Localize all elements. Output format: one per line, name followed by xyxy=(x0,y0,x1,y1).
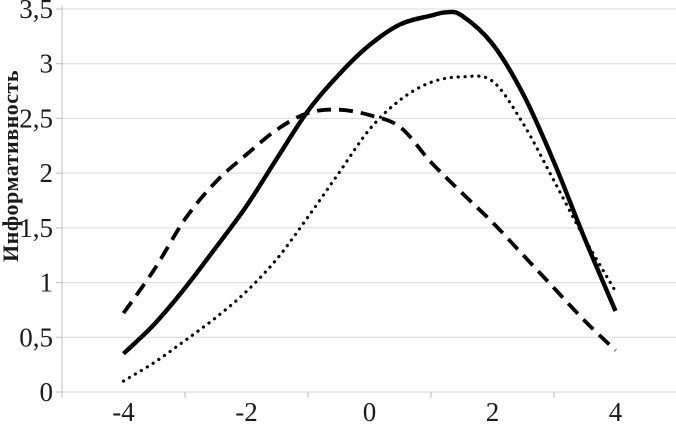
tick-labels-group: 0 0,5 1 1,5 2 2,5 3 3,5 -4 -2 0 2 4 xyxy=(19,0,623,424)
curves-group xyxy=(121,9,618,383)
x-tick-label: -4 xyxy=(112,397,135,424)
dotted-curve xyxy=(121,74,618,383)
solid-curve xyxy=(121,9,618,356)
y-tick-label: 0,5 xyxy=(19,322,53,352)
dashed-curve xyxy=(121,107,617,352)
x-tick-label: 0 xyxy=(363,397,377,424)
x-tick-label: -2 xyxy=(235,397,258,424)
y-tick-label: 2,5 xyxy=(19,103,53,133)
y-tick-label: 2 xyxy=(40,158,54,188)
y-tick-label: 1,5 xyxy=(19,213,53,243)
x-tick-label: 2 xyxy=(486,397,500,424)
y-tick-label: 3 xyxy=(40,49,54,79)
gridlines-group xyxy=(62,8,676,393)
y-tick-label: 3,5 xyxy=(19,0,53,24)
y-tick-label: 0 xyxy=(40,377,54,407)
y-axis-title: Информативность xyxy=(0,70,23,262)
x-tick-label: 4 xyxy=(609,397,623,424)
y-tick-label: 1 xyxy=(40,268,54,298)
axes-group xyxy=(56,5,555,398)
